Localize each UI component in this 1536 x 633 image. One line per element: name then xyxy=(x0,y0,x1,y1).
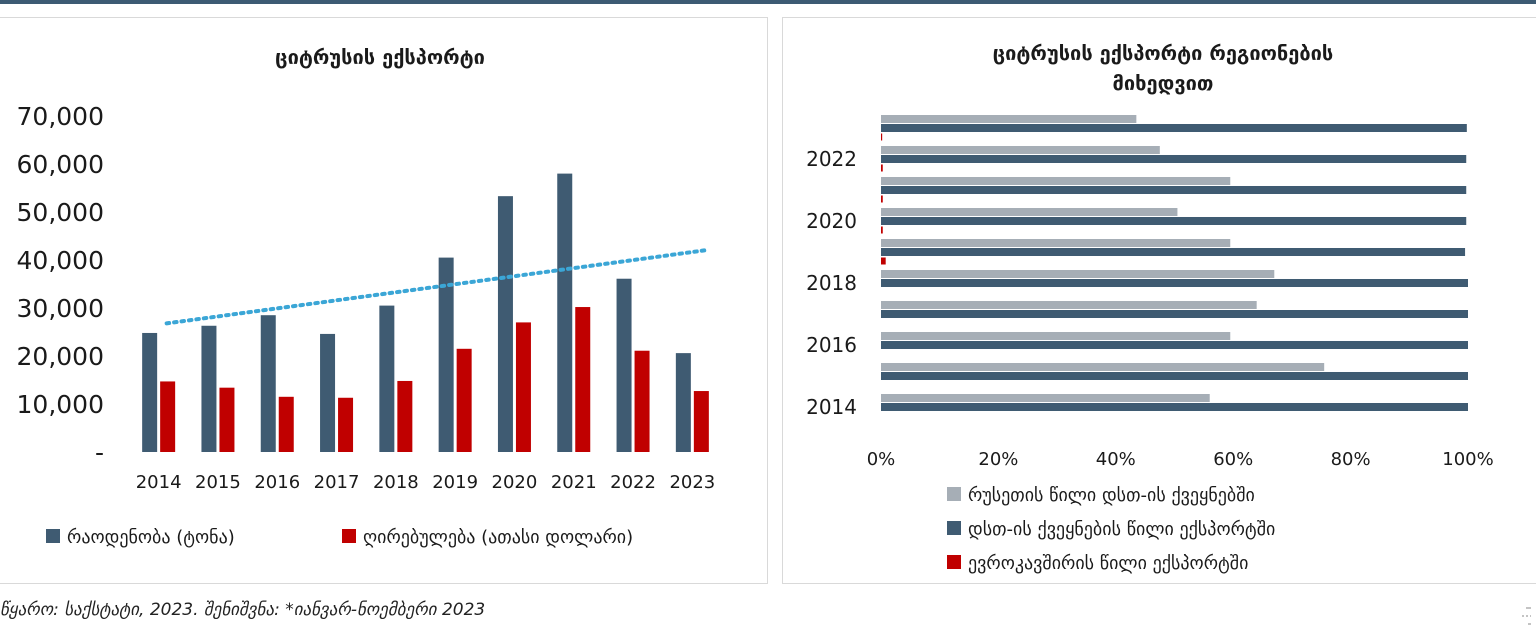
x-tick-label: 2023 xyxy=(669,472,715,493)
right-chart-title-line2: მიხედვით xyxy=(1113,71,1214,95)
bar-cis-share-2016 xyxy=(881,341,1468,349)
bar-value-2016 xyxy=(278,396,294,452)
bar-value-2021 xyxy=(575,307,591,452)
bar-russia-share-2019 xyxy=(881,239,1231,247)
bar-russia-share-2022 xyxy=(881,146,1160,154)
x-tick-label: 2020 xyxy=(492,472,538,493)
bar-value-2020 xyxy=(515,322,531,452)
bar-cis-share-2018 xyxy=(881,279,1468,287)
right-chart-title-line1: ციტრუსის ექსპორტი რეგიონების xyxy=(993,41,1334,65)
bar-quantity-2014 xyxy=(142,332,158,452)
bar-cis-share-2022 xyxy=(881,155,1467,163)
right-chart-panel: ციტრუსის ექსპორტი რეგიონების მიხედვით 20… xyxy=(782,17,1536,584)
bar-russia-share-2014 xyxy=(881,394,1210,402)
x-tick-label: 2018 xyxy=(373,472,419,493)
region-share-chart: ციტრუსის ექსპორტი რეგიონების მიხედვით 20… xyxy=(806,41,1494,574)
y-tick-label: 10,000 xyxy=(17,390,104,419)
bar-russia-share-2021 xyxy=(881,177,1231,185)
legend-swatch-eu-share xyxy=(947,555,961,569)
legend-label-quantity: რაოდენობა (ტონა) xyxy=(67,527,235,548)
y-tick-label: 40,000 xyxy=(17,246,104,275)
left-legend: რაოდენობა (ტონა) ღირებულება (ათასი დოლარ… xyxy=(46,527,633,548)
y-tick-label: 2020 xyxy=(806,209,857,233)
bar-quantity-2015 xyxy=(201,325,217,452)
bar-cis-share-2023 xyxy=(881,124,1467,132)
bar-cis-share-2020 xyxy=(881,217,1467,225)
bar-cis-share-2019 xyxy=(881,248,1466,256)
legend-swatch-russia-share xyxy=(947,487,961,501)
bar-eu-share-2019 xyxy=(881,257,886,265)
bar-value-2017 xyxy=(338,397,354,452)
y-tick-label: 2022 xyxy=(806,147,857,171)
bar-cis-share-2015 xyxy=(881,372,1468,380)
bar-quantity-2022 xyxy=(616,278,632,452)
bar-russia-share-2020 xyxy=(881,208,1178,216)
bar-eu-share-2022 xyxy=(881,164,883,172)
x-tick-label: 2014 xyxy=(136,472,182,493)
trendline xyxy=(164,248,707,326)
legend-swatch-cis-share xyxy=(947,521,961,535)
x-tick-label: 2021 xyxy=(551,472,597,493)
y-tick-label: 20,000 xyxy=(17,342,104,371)
x-tick-label: 80% xyxy=(1331,449,1371,470)
legend-label-value: ღირებულება (ათასი დოლარი) xyxy=(363,527,633,548)
y-tick-label: 60,000 xyxy=(17,150,104,179)
bar-quantity-2021 xyxy=(557,173,573,452)
y-tick-label: 2016 xyxy=(806,333,857,357)
bar-value-2015 xyxy=(219,387,235,452)
x-tick-label: 2016 xyxy=(254,472,300,493)
bar-quantity-2023 xyxy=(675,353,691,452)
x-tick-label: 0% xyxy=(867,449,896,470)
bar-cis-share-2014 xyxy=(881,403,1468,411)
bar-eu-share-2020 xyxy=(881,226,883,234)
x-tick-label: 2017 xyxy=(314,472,360,493)
bar-russia-share-2023 xyxy=(881,115,1137,123)
bar-russia-share-2018 xyxy=(881,270,1275,278)
left-chart-title: ციტრუსის ექსპორტი xyxy=(275,45,485,69)
x-tick-label: 100% xyxy=(1442,449,1493,470)
bar-quantity-2018 xyxy=(379,305,395,452)
legend-label-russia-share: რუსეთის წილი დსთ-ის ქვეყნებში xyxy=(968,485,1255,506)
quantity-value-chart: ციტრუსის ექსპორტი - 10,000 20,000 30,000 40,… xyxy=(17,45,716,548)
y-tick-label: - xyxy=(95,438,104,467)
bar-eu-share-2021 xyxy=(881,195,883,203)
bar-russia-share-2016 xyxy=(881,332,1231,340)
bar-eu-share-2023 xyxy=(881,133,883,141)
bar-quantity-2020 xyxy=(497,196,513,452)
bar-value-2018 xyxy=(397,380,413,452)
x-tick-label: 2019 xyxy=(432,472,478,493)
legend-label-eu-share: ევროკავშირის წილი ექსპორტში xyxy=(968,553,1248,574)
bar-cis-share-2021 xyxy=(881,186,1467,194)
legend-swatch-quantity xyxy=(46,529,60,543)
right-legend: რუსეთის წილი დსთ-ის ქვეყნებში დსთ-ის ქვე… xyxy=(947,485,1275,574)
bar-value-2014 xyxy=(160,381,176,452)
bar-cis-share-2017 xyxy=(881,310,1468,318)
source-note: წყარო: საქსტატი, 2023. შენიშვნა: *იანვარ… xyxy=(0,600,486,620)
x-tick-label: 40% xyxy=(1096,449,1136,470)
legend-swatch-value xyxy=(342,529,356,543)
bar-value-2019 xyxy=(456,348,472,452)
x-tick-label: 20% xyxy=(978,449,1018,470)
y-tick-label: 50,000 xyxy=(17,198,104,227)
y-tick-label: 2018 xyxy=(806,271,857,295)
bar-value-2023 xyxy=(693,391,709,452)
x-tick-label: 2015 xyxy=(195,472,241,493)
bar-value-2022 xyxy=(634,350,650,452)
bar-quantity-2019 xyxy=(438,257,454,452)
legend-label-cis-share: დსთ-ის ქვეყნების წილი ექსპორტში xyxy=(968,519,1275,540)
bar-russia-share-2017 xyxy=(881,301,1257,309)
top-divider-line xyxy=(0,0,1536,4)
bar-russia-share-2015 xyxy=(881,363,1325,371)
x-tick-label: 2022 xyxy=(610,472,656,493)
y-tick-label: 2014 xyxy=(806,395,857,419)
bar-quantity-2017 xyxy=(320,333,336,452)
y-tick-label: 30,000 xyxy=(17,294,104,323)
bar-quantity-2016 xyxy=(260,315,276,452)
x-tick-label: 60% xyxy=(1213,449,1253,470)
y-tick-label: 70,000 xyxy=(17,102,104,131)
left-chart-panel: ციტრუსის ექსპორტი - 10,000 20,000 30,000 40,… xyxy=(0,17,768,584)
corner-decoration xyxy=(1522,607,1531,625)
